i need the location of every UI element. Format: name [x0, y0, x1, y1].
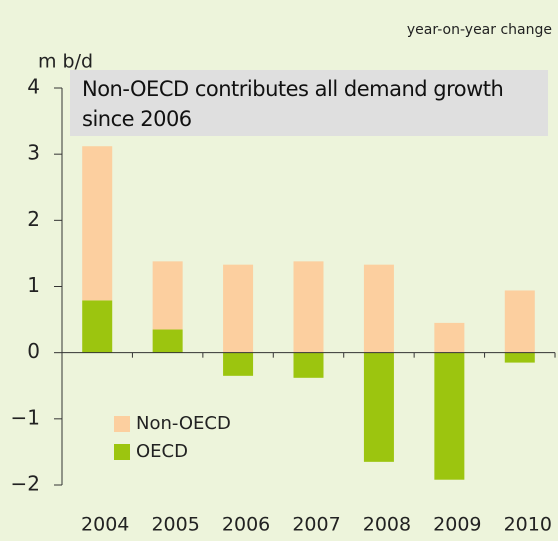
bar	[293, 261, 324, 353]
legend-label: OECD	[136, 441, 188, 462]
bar	[504, 290, 535, 353]
y-tick-label: 0	[27, 339, 40, 363]
bar	[152, 261, 183, 330]
bar	[223, 264, 254, 353]
x-tick-label: 2005	[151, 514, 199, 536]
x-tick-label: 2006	[222, 514, 270, 536]
y-tick-label: −1	[11, 405, 40, 429]
bar	[363, 264, 394, 353]
x-tick-label: 2010	[504, 514, 552, 536]
bar	[223, 352, 254, 376]
bar	[82, 146, 113, 301]
chart-title: Non-OECD contributes all demand growth s…	[70, 70, 548, 136]
y-tick-label: 3	[27, 141, 40, 165]
subtitle: year-on-year change	[407, 22, 552, 38]
bar	[152, 329, 183, 353]
bar	[504, 352, 535, 363]
x-tick-label: 2008	[363, 514, 411, 536]
y-tick-label: 1	[27, 273, 40, 297]
y-tick-label: 2	[27, 207, 40, 231]
legend-label: Non-OECD	[136, 413, 231, 434]
bar	[434, 352, 465, 480]
legend-swatch	[114, 416, 130, 432]
bar	[82, 300, 113, 353]
bar	[293, 352, 324, 378]
y-tick-label: −2	[11, 472, 40, 496]
y-axis-label: m b/d	[38, 51, 93, 73]
x-tick-label: 2004	[81, 514, 129, 536]
x-tick-label: 2009	[433, 514, 481, 536]
y-tick-label: 4	[27, 75, 40, 99]
bar	[363, 352, 394, 462]
x-tick-label: 2007	[292, 514, 340, 536]
legend-swatch	[114, 444, 130, 460]
bar	[434, 322, 465, 353]
